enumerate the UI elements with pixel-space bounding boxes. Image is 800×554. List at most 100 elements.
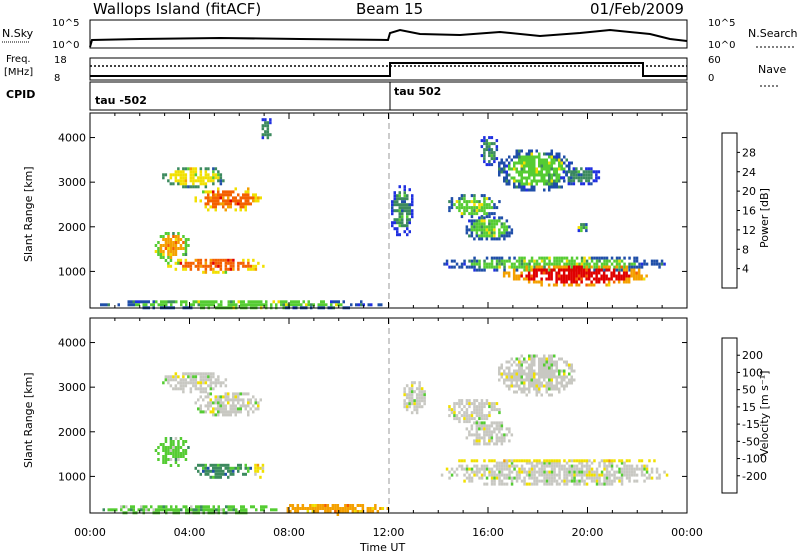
power-cell-1 — [254, 193, 257, 197]
velocity-cell-10 — [483, 439, 486, 443]
velocity-cell-4 — [259, 475, 262, 479]
power-cell-8 — [550, 179, 553, 183]
velocity-cell-3 — [219, 472, 222, 476]
velocity-cell-4 — [254, 472, 257, 476]
power-cell-8 — [528, 161, 531, 165]
power-cell-8 — [520, 155, 523, 159]
velocity-cell-12 — [460, 459, 464, 463]
velocity-cell-11 — [588, 473, 591, 477]
power-cell-14 — [403, 191, 406, 195]
velocity-cell-10 — [510, 433, 514, 437]
power-cell-13 — [620, 274, 623, 278]
velocity-cell-1 — [217, 413, 220, 417]
velocity-cell-9 — [533, 372, 536, 376]
velocity-cell-7 — [423, 393, 426, 397]
power-cell-10 — [498, 216, 501, 220]
power-cell-8 — [520, 167, 523, 171]
power-cell-12 — [633, 256, 636, 260]
velocity-cell-11 — [458, 464, 461, 468]
cpid-segment-2: tau 502 — [394, 85, 441, 98]
power-cell-10 — [475, 225, 479, 229]
power-cell-10 — [473, 225, 476, 229]
power-cell-13 — [535, 280, 538, 284]
velocity-cell-8 — [468, 405, 471, 409]
power-cell-8 — [508, 182, 511, 186]
power-cell-5 — [266, 127, 270, 131]
velocity-cell-4 — [254, 463, 257, 467]
power-cell-6 — [465, 203, 469, 207]
velocity-cell-9 — [513, 360, 516, 364]
power-cell-6 — [455, 206, 459, 210]
velocity-cell-4 — [254, 466, 257, 470]
power-cell-8 — [540, 173, 543, 177]
velocity-cell-5 — [165, 505, 168, 509]
power-cell-0 — [169, 182, 173, 186]
power-cell-0 — [162, 173, 165, 177]
power-cell-14 — [393, 197, 396, 201]
velocity-cell-11 — [555, 461, 559, 465]
velocity-cell-9 — [540, 369, 543, 373]
velocity-cell-11 — [510, 461, 514, 465]
power-cell-8 — [565, 164, 568, 168]
power-cell-4 — [137, 303, 140, 307]
power-cell-11 — [582, 226, 586, 230]
power-cell-8 — [520, 188, 523, 192]
power-cell-5 — [266, 124, 270, 128]
velocity-cell-11 — [505, 476, 509, 480]
velocity-cell-9 — [555, 363, 558, 367]
velocity-cell-1 — [222, 413, 225, 417]
power-cell-12 — [500, 256, 504, 260]
velocity-cell-8 — [453, 411, 456, 415]
power-cell-8 — [555, 170, 558, 174]
power-cell-4 — [262, 303, 265, 307]
power-cell-13 — [580, 265, 583, 269]
velocity-cell-9 — [548, 387, 551, 391]
power-cell-12 — [453, 265, 456, 269]
power-cell-8 — [528, 182, 531, 186]
velocity-cell-11 — [510, 476, 514, 480]
velocity-cell-11 — [495, 476, 499, 480]
power-cell-8 — [500, 170, 503, 174]
power-cell-9 — [572, 173, 576, 177]
velocity-cell-5 — [207, 508, 210, 512]
power-cell-8 — [523, 188, 526, 192]
velocity-cell-11 — [643, 479, 646, 483]
power-cell-6 — [483, 206, 486, 210]
velocity-cell-9 — [533, 381, 536, 385]
velocity-cell-11 — [550, 473, 554, 477]
power-cell-10 — [485, 228, 489, 232]
velocity-cell-0 — [199, 378, 203, 382]
power-cell-2 — [172, 247, 175, 250]
power-cell-12 — [593, 265, 596, 269]
power-cell-13 — [505, 271, 508, 275]
power-cell-2 — [179, 244, 183, 247]
velocity-cell-2 — [172, 449, 175, 452]
power-cell-4 — [132, 300, 135, 304]
power-cell-3 — [182, 267, 185, 271]
velocity-cell-11 — [540, 467, 544, 471]
velocity-cell-7 — [405, 408, 409, 412]
power-cell-13 — [547, 271, 551, 275]
velocity-cell-1 — [242, 404, 245, 408]
velocity-cell-9 — [498, 366, 501, 370]
velocity-cell-9 — [500, 366, 503, 370]
power-cell-13 — [535, 271, 538, 275]
power-cell-4 — [265, 300, 268, 304]
velocity-cell-8 — [453, 402, 456, 406]
power-cell-8 — [518, 173, 521, 177]
power-cell-4 — [100, 303, 103, 307]
power-cell-9 — [595, 170, 598, 174]
power-cell-10 — [503, 231, 506, 235]
power-cell-12 — [558, 256, 561, 260]
velocity-cell-11 — [595, 473, 599, 477]
power-cell-8 — [508, 155, 511, 159]
power-cell-6 — [483, 209, 486, 213]
velocity-cell-11 — [603, 464, 606, 468]
velocity-cell-8 — [475, 411, 479, 415]
power-cell-12 — [545, 262, 549, 266]
power-cell-13 — [580, 274, 583, 278]
velocity-cell-9 — [543, 360, 546, 364]
velocity-cell-5 — [242, 508, 245, 512]
power-cell-9 — [585, 167, 588, 171]
